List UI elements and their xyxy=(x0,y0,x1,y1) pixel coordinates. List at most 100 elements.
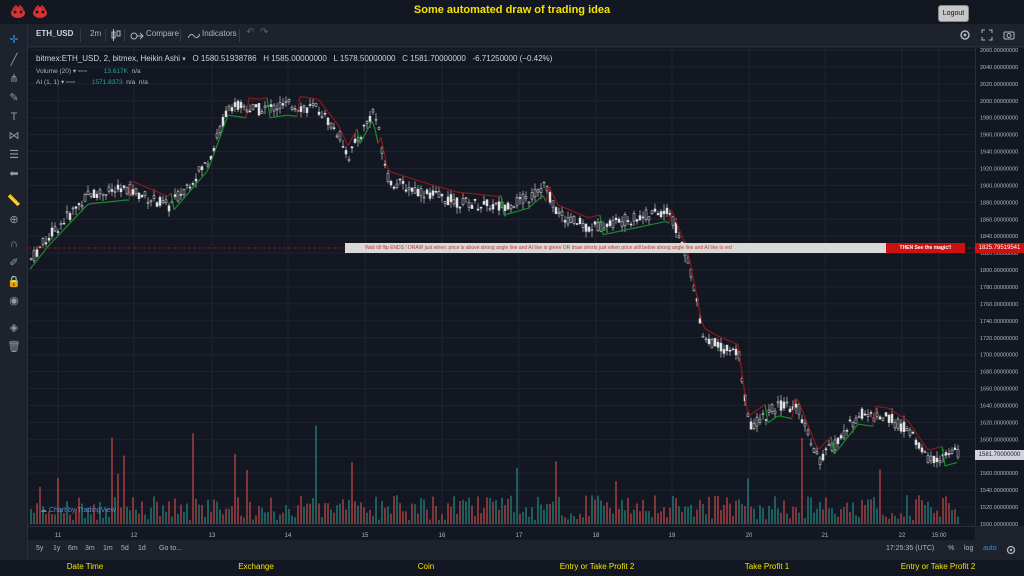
range-6m[interactable]: 6m xyxy=(68,545,78,552)
undo-icon[interactable]: ↶ xyxy=(246,27,255,38)
time-axis[interactable]: 11 12 13 14 15 16 17 18 19 20 21 22 15:00 xyxy=(28,526,975,540)
candle-body xyxy=(902,421,906,433)
ai-line-segment xyxy=(185,191,190,197)
candlestick-chart[interactable] xyxy=(28,48,975,526)
ai-label[interactable]: AI (1, 1) xyxy=(36,79,60,86)
fullscreen-icon[interactable] xyxy=(981,29,993,41)
volume-bar xyxy=(558,496,560,524)
volume-bar xyxy=(534,519,536,524)
trend-line-icon[interactable]: ╱ xyxy=(10,54,18,66)
volume-bar xyxy=(723,504,725,524)
ai-line-segment xyxy=(506,212,511,215)
chevron-down-icon[interactable]: ▾ xyxy=(182,56,186,63)
volume-bar xyxy=(120,507,122,524)
price-axis[interactable]: 2060.00000000 2040.00000000 2020.00000000 2… xyxy=(975,48,1024,528)
range-5d[interactable]: 5d xyxy=(121,545,129,552)
trash-icon[interactable]: 🗑 xyxy=(7,341,21,353)
volume-bar xyxy=(945,496,947,524)
volume-bar xyxy=(63,513,65,524)
pattern-icon[interactable]: ⋈ xyxy=(8,130,20,142)
study-controls-icon[interactable]: ▫▫▫▫ xyxy=(66,79,76,86)
annotation-cta[interactable]: THEN See the magic!! xyxy=(886,243,965,253)
compare-button[interactable]: Compare xyxy=(146,29,179,38)
back-arrow-icon[interactable]: ⬅ xyxy=(9,168,19,180)
logout-button[interactable]: Logout xyxy=(938,5,969,22)
candles-icon[interactable] xyxy=(111,29,121,41)
range-1m[interactable]: 1m xyxy=(103,545,113,552)
settings-icon[interactable] xyxy=(1006,545,1016,555)
volume-label[interactable]: Volume (20) xyxy=(36,68,72,75)
symbol-search[interactable]: ETH_USD xyxy=(36,29,74,38)
compare-icon[interactable] xyxy=(130,31,144,41)
price-tick-label: 1940.00000000 xyxy=(980,150,1018,156)
indicators-button[interactable]: Indicators xyxy=(202,29,237,38)
candle-body xyxy=(914,439,918,445)
camera-icon[interactable] xyxy=(1003,29,1015,41)
footer-date-time: Date Time xyxy=(66,562,104,571)
magnet-icon[interactable]: ∩ xyxy=(10,238,18,250)
candle-body xyxy=(620,221,624,227)
brush-icon[interactable]: ✎ xyxy=(9,92,19,104)
ai-line-segment xyxy=(56,233,61,238)
goto-button[interactable]: Go to... xyxy=(159,545,182,552)
ruler-icon[interactable]: 📏 xyxy=(7,195,21,207)
volume-bar xyxy=(711,518,713,524)
range-1d[interactable]: 1d xyxy=(138,545,146,552)
ai-line-segment xyxy=(692,276,697,293)
indicators-icon[interactable] xyxy=(188,32,200,40)
redo-icon[interactable]: ↷ xyxy=(260,27,269,38)
clock-display[interactable]: 17:25:35 (UTC) xyxy=(886,545,935,552)
ai-line-segment xyxy=(569,209,574,212)
settings-icon[interactable] xyxy=(959,29,971,41)
percent-toggle[interactable]: % xyxy=(948,545,955,552)
volume-bar xyxy=(177,513,179,524)
auto-toggle[interactable]: auto xyxy=(983,545,997,552)
price-tick-label: 1820.00000000 xyxy=(980,251,1018,257)
price-tick-label: 1640.00000000 xyxy=(980,404,1018,410)
lock-icon[interactable]: 🔒 xyxy=(7,276,21,288)
zoom-in-icon[interactable]: ⊕ xyxy=(9,214,19,226)
volume-bar xyxy=(312,498,314,524)
chart-pane[interactable] xyxy=(28,48,975,526)
study-controls-icon[interactable]: ▫▫▫▫ xyxy=(77,68,88,75)
text-tool-icon[interactable]: T xyxy=(10,111,18,123)
volume-bar xyxy=(714,496,716,524)
pencil-lock-icon[interactable]: ✐ xyxy=(9,257,19,269)
pitchfork-icon[interactable]: ⋔ xyxy=(9,73,19,85)
ai-line-segment xyxy=(704,328,709,331)
range-5y[interactable]: 5y xyxy=(36,545,44,552)
ai-line-segment xyxy=(749,412,754,416)
candle-body xyxy=(512,206,516,208)
crosshair-icon[interactable]: ✛ xyxy=(9,34,19,46)
volume-bar xyxy=(636,503,638,524)
volume-bar xyxy=(309,503,311,524)
log-toggle[interactable]: log xyxy=(964,545,974,552)
candle-body xyxy=(527,201,531,204)
legend-symbol[interactable]: bitmex:ETH_USD, 2, bitmex, Heikin Ashi xyxy=(36,54,181,63)
eye-icon[interactable]: ◉ xyxy=(9,295,19,307)
drawing-toolbar: ✛ ╱ ⋔ ✎ T ⋈ ☰ ⬅ 📏 ⊕ ∩ ✐ 🔒 ◉ ◈ 🗑 xyxy=(0,24,28,560)
candle-body xyxy=(320,116,324,119)
forecast-icon[interactable]: ☰ xyxy=(9,149,19,161)
chevron-down-icon[interactable]: ▾ xyxy=(60,79,65,86)
candle-body xyxy=(524,196,528,199)
price-tick-label: 1960.00000000 xyxy=(980,133,1018,139)
volume-bar xyxy=(876,508,878,524)
volume-bar xyxy=(189,519,191,524)
range-1y[interactable]: 1y xyxy=(53,545,61,552)
interval-button[interactable]: 2m xyxy=(90,29,102,38)
chevron-down-icon[interactable]: ▾ xyxy=(72,68,77,75)
candle-body xyxy=(773,410,777,415)
volume-bar xyxy=(60,508,62,524)
volume-bar xyxy=(639,511,641,524)
price-tick-label: 1880.00000000 xyxy=(980,200,1018,206)
layers-icon[interactable]: ◈ xyxy=(9,322,19,334)
tradingview-watermark[interactable]: ☁ Chart by TradingView xyxy=(40,506,116,514)
volume-bar xyxy=(204,516,206,524)
candle-body xyxy=(131,189,135,195)
candle-body xyxy=(509,204,513,210)
ai-line-segment xyxy=(821,442,826,447)
range-3m[interactable]: 3m xyxy=(85,545,95,552)
volume-bar xyxy=(108,516,110,524)
annotation-banner[interactable]: Wait till flip ENDS ! DRAW just when: pr… xyxy=(345,243,886,253)
